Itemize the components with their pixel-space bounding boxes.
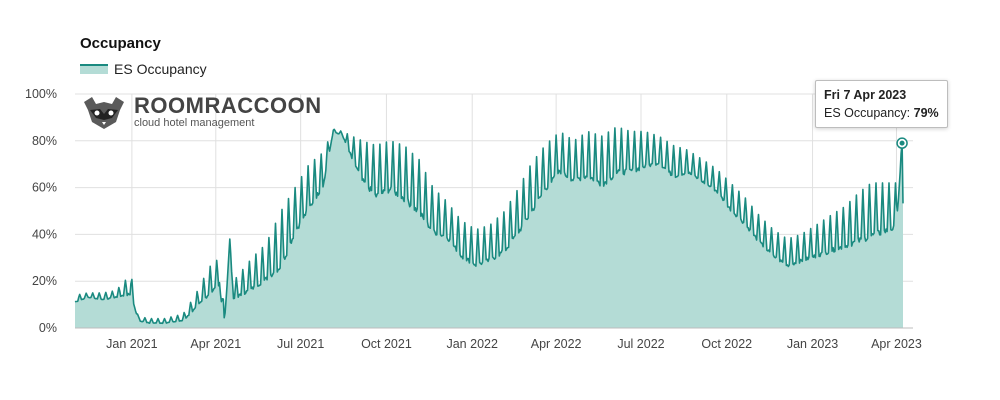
chart-title: Occupancy xyxy=(80,35,161,52)
x-tick-label: Apr 2022 xyxy=(531,337,582,351)
x-axis: Jan 2021 Apr 2021 Jul 2021 Oct 2021 Jan 2022… xyxy=(106,337,922,351)
y-tick-label: 60% xyxy=(32,181,57,195)
y-tick-label: 0% xyxy=(39,321,57,335)
x-tick-label: Jan 2023 xyxy=(787,337,838,351)
logo: ROOMRACCOON cloud hotel management xyxy=(82,95,322,130)
x-tick-label: Oct 2021 xyxy=(361,337,412,351)
y-tick-label: 100% xyxy=(25,87,57,101)
tooltip-value: 79% xyxy=(913,106,939,120)
logo-wordmark: ROOMRACCOON xyxy=(134,93,322,118)
y-tick-label: 20% xyxy=(32,274,57,288)
legend[interactable]: ES Occupancy xyxy=(80,61,207,77)
x-tick-label: Jan 2022 xyxy=(446,337,497,351)
y-tick-label: 40% xyxy=(32,227,57,241)
x-tick-label: Oct 2022 xyxy=(701,337,752,351)
y-axis: 0% 20% 40% 60% 80% 100% xyxy=(25,87,57,335)
x-tick-label: Jul 2021 xyxy=(277,337,324,351)
x-tick-label: Apr 2023 xyxy=(871,337,922,351)
logo-tagline: cloud hotel management xyxy=(134,117,255,129)
y-tick-label: 80% xyxy=(32,134,57,148)
x-tick-label: Jul 2022 xyxy=(617,337,664,351)
legend-label: ES Occupancy xyxy=(114,61,207,77)
tooltip-row: ES Occupancy: 79% xyxy=(824,104,939,122)
x-tick-label: Jan 2021 xyxy=(106,337,157,351)
tooltip: Fri 7 Apr 2023 ES Occupancy: 79% xyxy=(815,80,948,128)
occupancy-area xyxy=(75,127,903,329)
legend-swatch xyxy=(80,64,108,74)
tooltip-label: ES Occupancy: xyxy=(824,106,911,120)
occupancy-line xyxy=(74,127,904,325)
highlight-point[interactable] xyxy=(899,140,905,146)
x-tick-label: Apr 2021 xyxy=(190,337,241,351)
raccoon-icon xyxy=(84,96,124,129)
tooltip-date: Fri 7 Apr 2023 xyxy=(824,88,907,102)
